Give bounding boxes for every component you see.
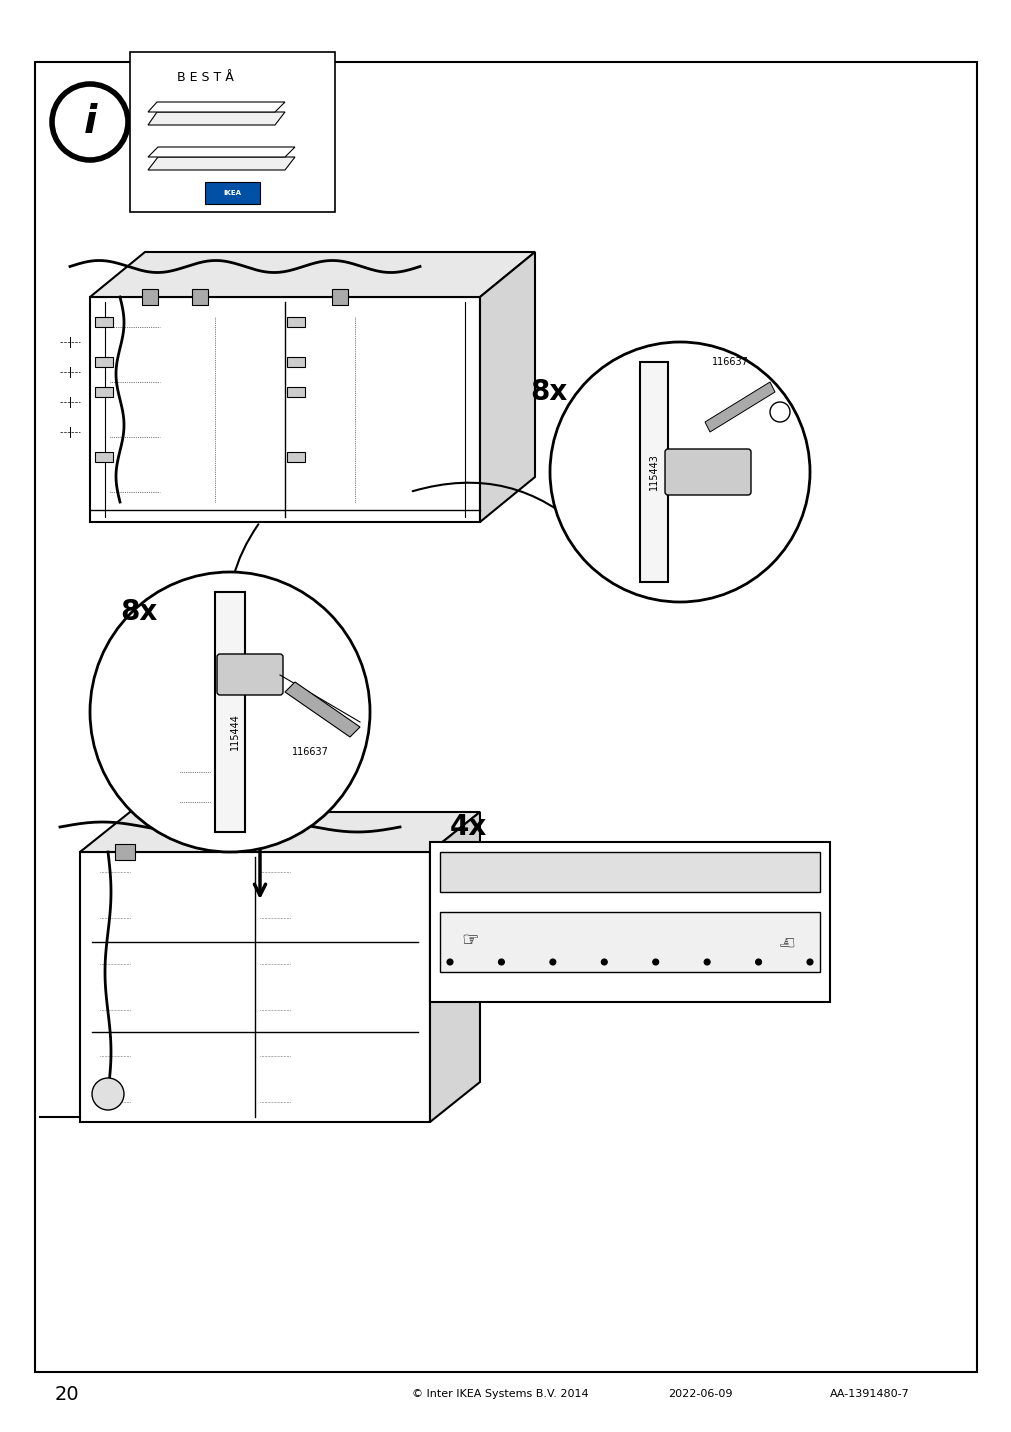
Bar (440, 912, 819, 972)
Text: 115443: 115443 (648, 454, 658, 490)
Circle shape (806, 959, 812, 965)
Text: ☞: ☞ (461, 931, 478, 949)
Bar (287, 387, 304, 397)
Circle shape (52, 84, 127, 160)
Bar (430, 842, 829, 1002)
Circle shape (92, 1078, 124, 1110)
Polygon shape (80, 812, 479, 852)
Bar (95, 387, 113, 397)
Circle shape (549, 959, 555, 965)
Text: AA-1391480-7: AA-1391480-7 (829, 1389, 909, 1399)
Bar (80, 852, 430, 1123)
Bar (90, 296, 479, 523)
Text: 116637: 116637 (711, 357, 748, 367)
Text: 8x: 8x (120, 599, 157, 626)
Bar (440, 852, 819, 892)
Polygon shape (430, 812, 479, 1123)
Bar (332, 289, 348, 305)
Bar (214, 591, 245, 832)
Circle shape (755, 959, 761, 965)
Bar (115, 843, 134, 861)
Circle shape (769, 402, 790, 422)
Bar (287, 316, 304, 326)
Polygon shape (148, 102, 285, 112)
Bar (95, 453, 113, 463)
Circle shape (652, 959, 658, 965)
Text: i: i (83, 103, 97, 140)
Bar (639, 362, 667, 581)
Polygon shape (285, 682, 360, 737)
Text: 2022-06-09: 2022-06-09 (667, 1389, 732, 1399)
FancyBboxPatch shape (216, 654, 283, 695)
Circle shape (447, 959, 453, 965)
Polygon shape (90, 252, 535, 296)
Polygon shape (479, 252, 535, 523)
Polygon shape (148, 147, 295, 158)
Text: B E S T Å: B E S T Å (177, 70, 234, 83)
Circle shape (549, 342, 809, 601)
Text: 116637: 116637 (291, 748, 329, 758)
Text: 4x: 4x (450, 813, 486, 841)
Bar (142, 289, 158, 305)
FancyBboxPatch shape (664, 450, 750, 495)
Circle shape (498, 959, 503, 965)
Bar (205, 182, 260, 203)
Bar (129, 52, 335, 212)
Polygon shape (148, 158, 295, 170)
Bar (287, 357, 304, 367)
Polygon shape (148, 112, 285, 125)
Circle shape (704, 959, 710, 965)
Bar (287, 453, 304, 463)
Circle shape (90, 571, 370, 852)
Bar (95, 357, 113, 367)
Text: IKEA: IKEA (222, 190, 241, 196)
Circle shape (601, 959, 607, 965)
Text: 115444: 115444 (229, 713, 240, 750)
Text: © Inter IKEA Systems B.V. 2014: © Inter IKEA Systems B.V. 2014 (411, 1389, 587, 1399)
Bar (95, 316, 113, 326)
Bar (192, 289, 208, 305)
Text: ☞: ☞ (775, 931, 793, 949)
Text: 20: 20 (55, 1385, 80, 1403)
Text: 8x: 8x (530, 378, 567, 407)
Polygon shape (705, 382, 774, 432)
